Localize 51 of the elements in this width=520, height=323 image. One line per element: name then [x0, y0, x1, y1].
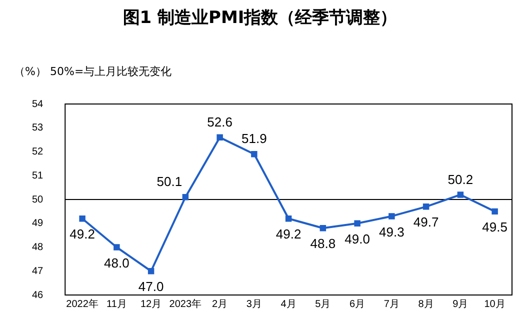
x-tick-label: 10月 [484, 298, 506, 310]
x-tick-label: 2022年 [66, 298, 98, 310]
point [492, 208, 498, 215]
point [114, 244, 120, 250]
y-tick-label: 52 [32, 146, 44, 158]
data-label: 50.1 [156, 174, 182, 190]
y-tick-label: 47 [32, 266, 44, 277]
x-tick-label: 7月 [384, 298, 400, 310]
data-label: 47.0 [138, 279, 164, 294]
point [320, 225, 326, 232]
y-tick-label: 46 [32, 290, 44, 301]
data-label: 48.0 [104, 255, 130, 270]
point [251, 151, 258, 158]
data-label: 49.0 [344, 231, 370, 246]
data-label: 49.2 [276, 226, 302, 242]
x-tick-label: 6月 [350, 298, 366, 310]
x-tick-label: 3月 [246, 298, 262, 310]
point [216, 134, 223, 141]
point [182, 194, 189, 200]
point [457, 192, 464, 198]
data-label: 49.3 [379, 224, 404, 240]
y-tick-label: 53 [32, 122, 44, 134]
point [148, 268, 154, 274]
y-tick-label: 50 [32, 194, 44, 206]
x-tick-label: 5月 [315, 298, 331, 310]
point [79, 215, 86, 222]
point [388, 213, 395, 220]
data-label: 49.5 [482, 220, 508, 235]
y-axis-title: （%） [14, 64, 46, 79]
point [285, 215, 292, 222]
data-label: 50.2 [448, 172, 474, 187]
data-label: 48.8 [310, 236, 336, 252]
x-tick-label: 9月 [452, 298, 468, 310]
x-tick-label: 4月 [280, 298, 296, 310]
x-tick-label: 2月 [212, 298, 228, 310]
data-label: 49.2 [70, 226, 95, 242]
data-label: 51.9 [242, 131, 267, 146]
y-tick-label: 54 [32, 98, 44, 110]
point [422, 204, 430, 210]
chart-title: 图1 制造业PMI指数（经季节调整） [122, 7, 398, 29]
x-tick-label: 11月 [106, 298, 127, 310]
y-tick-label: 51 [32, 170, 44, 182]
point [354, 220, 360, 226]
x-tick-label: 8月 [418, 298, 434, 310]
text: 50%=与上月比较无变化 [50, 64, 172, 79]
data-label: 49.7 [413, 214, 439, 230]
x-tick-label: 12月 [140, 298, 162, 310]
data-label: 52.6 [207, 114, 232, 130]
y-tick-label: 49 [32, 218, 44, 230]
y-tick-label: 48 [32, 242, 44, 253]
x-tick-label: 2023年 [169, 298, 202, 310]
